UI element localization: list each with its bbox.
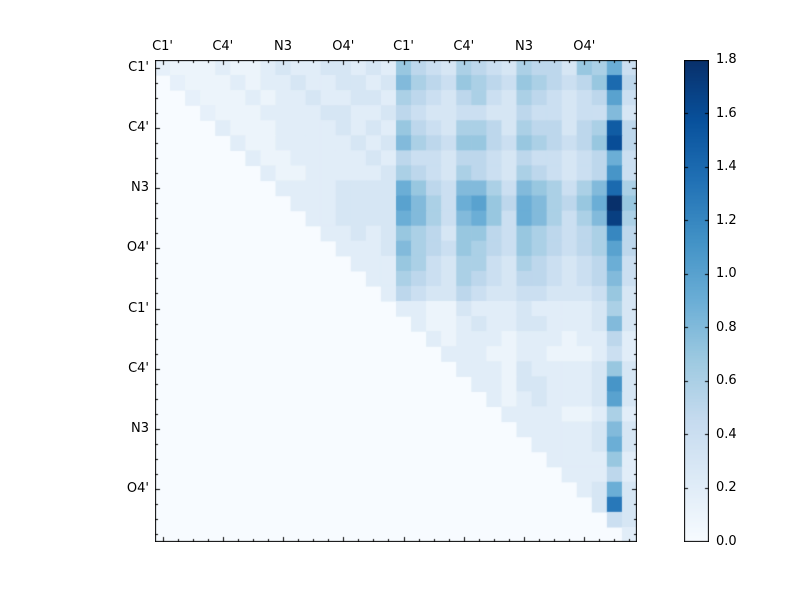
x-tick-label: C4' (453, 39, 475, 54)
colorbar-tick-label: 1.6 (716, 105, 737, 121)
x-tick-label: O4' (332, 39, 355, 54)
colorbar-tick-label: 0.4 (716, 426, 737, 442)
y-tick-label: C4' (128, 360, 149, 376)
y-tick-label: C4' (128, 119, 149, 135)
y-tick-label: O4' (126, 240, 149, 256)
x-tick-label: O4' (573, 39, 596, 54)
colorbar-tick-label: 1.4 (716, 159, 737, 175)
x-tick-label: N3 (274, 39, 293, 54)
x-tick-label: C1' (393, 39, 414, 54)
colorbar-tick-label: 1.0 (716, 266, 737, 282)
colorbar-tick-label: 0.6 (716, 373, 737, 389)
x-tick-label: C4' (212, 39, 234, 54)
y-tick-label: N3 (131, 421, 149, 437)
colorbar-tick-label: 1.2 (716, 212, 737, 228)
y-tick-label: N3 (131, 180, 149, 196)
x-tick-label: C1' (152, 39, 173, 54)
y-tick-label: O4' (126, 481, 149, 497)
heatmap-canvas (155, 60, 637, 542)
colorbar-tick-label: 0.8 (716, 319, 737, 335)
colorbar-tick-label: 0.2 (716, 480, 737, 496)
y-tick-label: C1' (128, 59, 149, 75)
colorbar-tick-label: 1.8 (716, 52, 737, 67)
x-tick-label: N3 (515, 39, 534, 54)
colorbar-tick-label: 0.0 (716, 534, 737, 549)
y-tick-label: C1' (128, 300, 149, 316)
colorbar-canvas (684, 60, 709, 542)
